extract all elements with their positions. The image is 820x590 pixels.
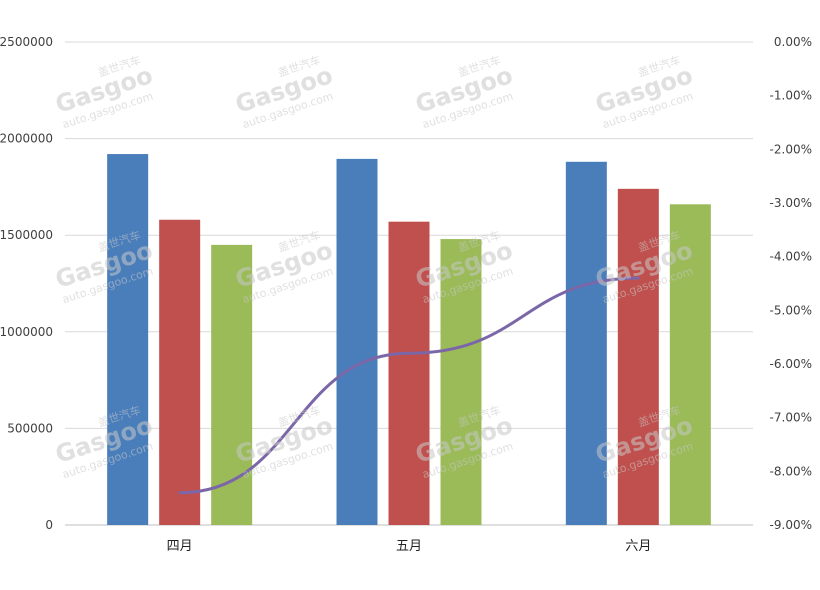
y-right-tick-label: -1.00% (770, 89, 812, 103)
y-right-tick-label: -3.00% (770, 196, 812, 210)
bar-series (107, 154, 711, 526)
x-category-label: 四月 (167, 539, 193, 554)
bar (107, 154, 149, 525)
y-right-tick-label: -4.00% (770, 250, 812, 264)
bar (617, 188, 659, 525)
x-category-label: 六月 (625, 539, 651, 554)
line-series-path (178, 276, 640, 495)
y-right-tick-label: -9.00% (770, 518, 812, 532)
y-right-tick-label: -2.00% (770, 142, 812, 156)
y-left-tick-label: 2500000 (0, 35, 53, 49)
y-left-tick-label: 2000000 (0, 132, 53, 146)
y-left-tick-label: 0 (45, 518, 53, 532)
y-right-tick-label: -5.00% (770, 303, 812, 317)
y-left-tick-label: 500000 (7, 421, 53, 435)
bar (388, 221, 430, 525)
y-right-tick-label: -8.00% (770, 464, 812, 478)
line-series (178, 276, 640, 495)
y-right-tick-label: 0.00% (774, 35, 812, 49)
axes: 0 500000 1000000 1500000 2000000 2500000 0.00%… (0, 35, 812, 554)
bar (565, 161, 607, 525)
x-category-label: 五月 (396, 539, 422, 554)
bar (440, 239, 482, 525)
bar (159, 219, 201, 525)
y-right-tick-label: -6.00% (770, 357, 812, 371)
y-left-tick-label: 1500000 (0, 228, 53, 242)
y-right-tick-label: -7.00% (770, 411, 812, 425)
y-left-tick-label: 1000000 (0, 325, 53, 339)
bar (211, 244, 253, 526)
bar (669, 204, 711, 525)
bar (336, 158, 378, 526)
